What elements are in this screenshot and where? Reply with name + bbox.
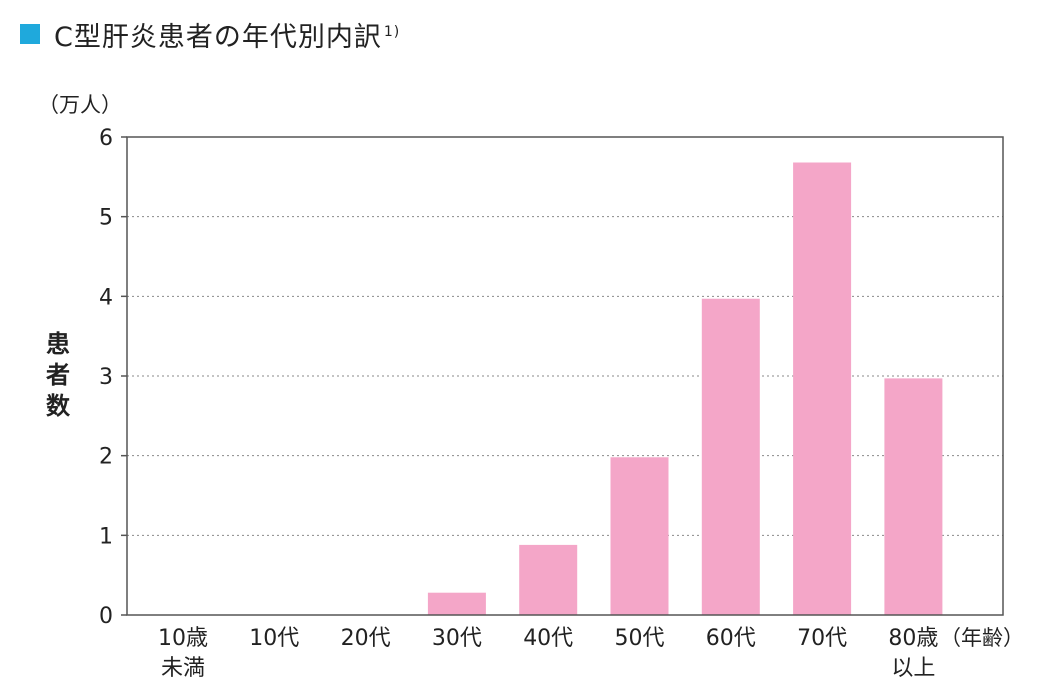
bar (519, 544, 578, 615)
x-tick-label-line: 10歳 (158, 626, 208, 651)
x-tick-label-line: 20代 (341, 626, 391, 651)
y-axis-label: 患者数 (46, 330, 71, 420)
x-tick-label: 20代 (341, 626, 391, 651)
grid-lines (127, 216, 1003, 536)
x-tick-label-line: 10代 (249, 626, 299, 651)
bars (427, 162, 943, 615)
title-square-icon (20, 24, 40, 44)
chart-title-text: C型肝炎患者の年代別内訳 (54, 21, 382, 53)
x-tick-label-line: 50代 (615, 626, 665, 651)
bar (427, 592, 486, 615)
y-axis-label-char: 患 (46, 330, 70, 358)
y-axis-unit: （万人） (38, 93, 122, 117)
y-tick-label: 2 (99, 445, 113, 470)
y-tick-label: 5 (99, 206, 113, 231)
x-tick-label: 50代 (615, 626, 665, 651)
y-tick-label: 4 (99, 285, 113, 310)
x-tick-label-line: 40代 (523, 626, 573, 651)
bar (610, 457, 669, 615)
title-footnote: 1) (383, 23, 401, 40)
x-tick-label-line: 60代 (706, 626, 756, 651)
x-tick-label: 10歳未満 (158, 626, 208, 681)
x-tick-label-line: 未満 (161, 656, 205, 681)
x-axis-ticks: 10歳未満 10代 20代 30代 40代 50代 60代 70代 80歳以上 (158, 626, 938, 681)
bar (701, 298, 760, 615)
bar (793, 162, 852, 615)
x-tick-label: 70代 (797, 626, 847, 651)
x-tick-label-line: 30代 (432, 626, 482, 651)
x-tick-label: 10代 (249, 626, 299, 651)
chart-title-row: C型肝炎患者の年代別内訳 1) (20, 14, 400, 54)
y-tick-label: 0 (99, 604, 113, 629)
x-tick-label-line: 80歳 (888, 626, 938, 651)
y-tick-label: 1 (99, 524, 113, 549)
bar (884, 378, 943, 615)
x-tick-label: 80歳以上 (888, 626, 938, 681)
x-tick-label: 30代 (432, 626, 482, 651)
y-tick-label: 6 (99, 126, 113, 151)
x-tick-label-line: 70代 (797, 626, 847, 651)
x-tick-label-line: 以上 (891, 656, 935, 681)
y-axis-ticks: 0 1 2 3 4 5 6 (99, 126, 127, 629)
x-axis-unit: （年齢） (940, 626, 1024, 650)
x-tick-label: 60代 (706, 626, 756, 651)
y-tick-label: 3 (99, 365, 113, 390)
y-axis-label-char: 者 (46, 361, 70, 389)
y-axis-label-char: 数 (46, 392, 71, 420)
x-tick-label: 40代 (523, 626, 573, 651)
chart-title: C型肝炎患者の年代別内訳 1) (54, 15, 400, 54)
